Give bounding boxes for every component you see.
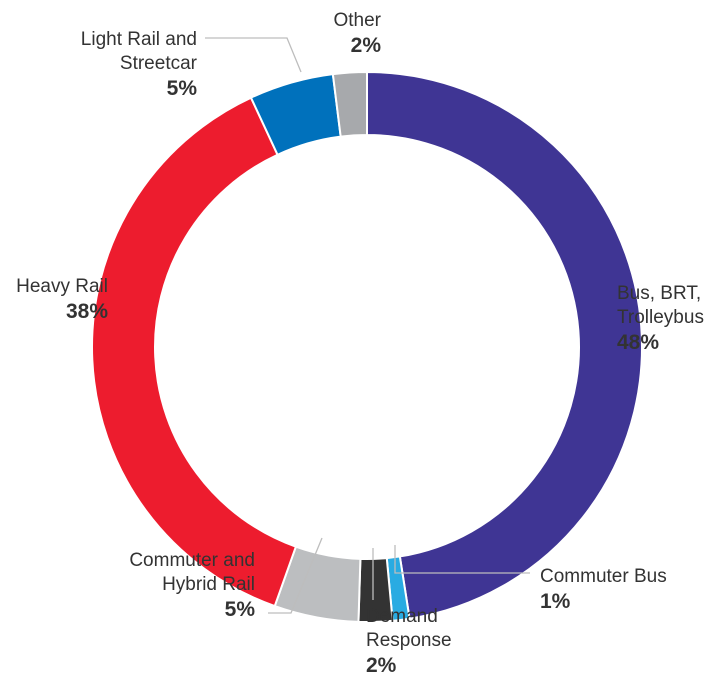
slice-value-1: 48% [617,331,659,354]
slice-label-2-line-1: Commuter Bus [540,566,667,587]
slice-label-3-line-2: Response [366,630,452,651]
labels-group: Bus, BRT, Trolleybus 48% Commuter Bus 1% Dema… [16,10,704,677]
slice-value-3: 2% [366,654,397,677]
slice-value-7: 2% [351,34,382,57]
slice-label-7-line-1: Other [333,10,381,31]
slice-7 [331,70,368,138]
slice-label-6-line-2: Streetcar [120,53,198,74]
slice-label-4-line-1: Commuter and [129,550,255,571]
slice-label-1-line-2: Trolleybus [617,307,704,328]
slice-value-5: 38% [66,300,108,323]
slice-value-6: 5% [167,77,198,100]
slice-value-4: 5% [225,598,256,621]
leader-lines-group [205,37,530,614]
slices-group [91,70,643,623]
slice-label-5-line-1: Heavy Rail [16,276,108,297]
slice-1 [366,70,643,620]
slice-label-6-line-1: Light Rail and [81,29,197,50]
leader-line-2 [394,545,530,574]
slice-label-3-line-1: Demand [366,606,438,627]
slice-5 [91,96,298,608]
leader-line-4 [268,537,323,614]
slice-label-1-line-1: Bus, BRT, [617,283,701,304]
leader-line-6 [205,37,302,73]
slice-value-2: 1% [540,590,571,613]
slice-label-4-line-2: Hybrid Rail [162,574,255,595]
